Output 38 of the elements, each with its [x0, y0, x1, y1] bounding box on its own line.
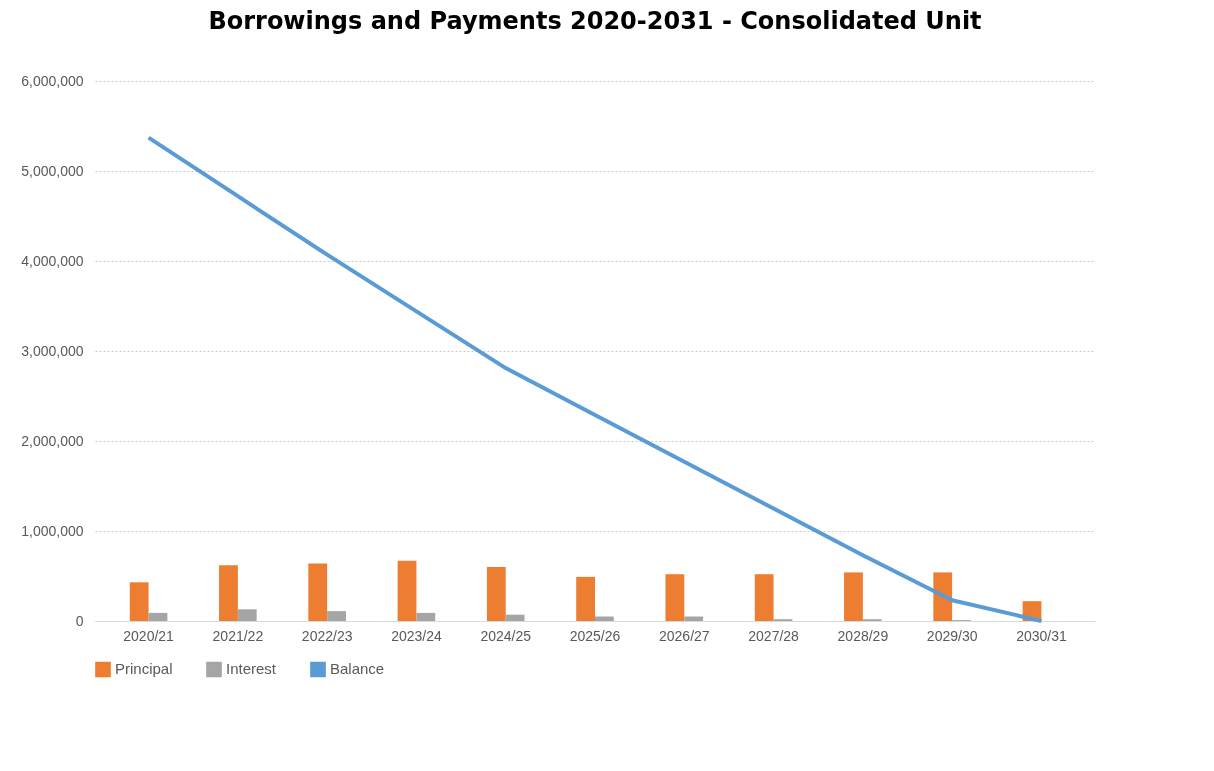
x-tick-label: 2022/23: [301, 627, 353, 644]
bar: [219, 565, 238, 621]
x-tick-label: 2026/27: [658, 627, 710, 644]
y-tick-label: 5,000,000: [21, 162, 84, 179]
chart-title: Borrowings and Payments 2020-2031 - Consolidated Unit: [208, 7, 982, 35]
bar: [844, 572, 863, 621]
y-tick-label: 6,000,000: [21, 72, 84, 89]
x-tick-label: 2025/26: [569, 627, 621, 644]
bar: [397, 560, 417, 621]
y-tick-label: 4,000,000: [21, 252, 84, 269]
bar: [486, 567, 506, 621]
legend-label: Interest: [226, 660, 277, 678]
x-tick-label: 2023/24: [391, 627, 442, 644]
bar: [129, 582, 149, 621]
bar: [933, 572, 953, 621]
y-tick-label: 3,000,000: [21, 342, 84, 359]
legend-label: Balance: [330, 660, 385, 678]
bar: [416, 612, 436, 621]
bar: [308, 563, 328, 621]
bar: [754, 574, 774, 621]
line-series: [146, 135, 1044, 623]
legend-label: Principal: [115, 660, 173, 678]
bar: [665, 574, 685, 621]
bar: [148, 612, 168, 621]
x-tick-label: 2030/31: [1016, 627, 1067, 644]
y-tick-label: 2,000,000: [21, 432, 84, 449]
bar: [505, 614, 525, 621]
bar: [327, 611, 346, 621]
bar: [237, 609, 257, 621]
y-tick-label: 1,000,000: [21, 522, 84, 539]
x-tick-label: 2020/21: [123, 627, 175, 644]
bar: [576, 576, 595, 621]
x-tick-label: 2027/28: [748, 627, 800, 644]
x-tick-label: 2024/25: [480, 627, 532, 644]
x-tick-label: 2029/30: [926, 627, 978, 644]
x-tick-label: 2028/29: [837, 627, 889, 644]
x-tick-label: 2021/22: [212, 627, 264, 644]
y-tick-label: 0: [75, 612, 84, 629]
